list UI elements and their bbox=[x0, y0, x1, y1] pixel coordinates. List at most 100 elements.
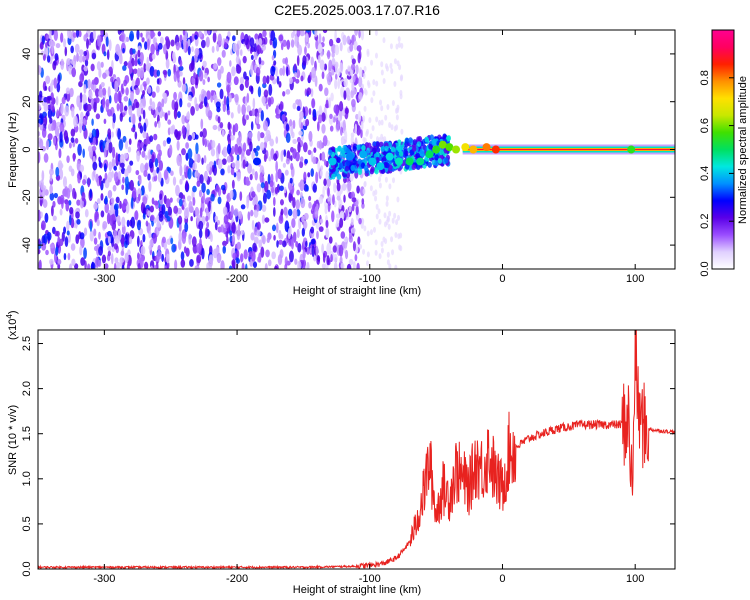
spectrogram-cell bbox=[95, 256, 100, 269]
spectrogram-cell bbox=[146, 56, 149, 68]
spectrogram-cell bbox=[283, 186, 287, 194]
spectrogram-cell bbox=[38, 259, 42, 269]
spectrogram-cell bbox=[324, 159, 327, 166]
spectrogram-cell bbox=[348, 205, 352, 213]
spectrogram-cell bbox=[151, 154, 155, 163]
spectrogram-cell bbox=[296, 228, 300, 239]
spectrogram-cell bbox=[84, 208, 89, 218]
spectrogram-cell bbox=[328, 97, 332, 109]
spectrogram-blob bbox=[432, 145, 441, 154]
spectrogram-cell bbox=[210, 148, 216, 157]
spectrogram-cell bbox=[374, 249, 378, 256]
spectrogram-cell bbox=[205, 197, 211, 203]
spectrogram-cell bbox=[271, 224, 277, 232]
spectrogram-cell bbox=[83, 34, 87, 42]
spectrogram-cell bbox=[363, 225, 367, 232]
spectrogram-cell bbox=[317, 255, 321, 262]
spectrogram-cell bbox=[415, 152, 421, 159]
spectrogram-cell bbox=[339, 126, 343, 136]
spectrogram-cell bbox=[275, 136, 279, 144]
spectrogram-cell bbox=[348, 226, 352, 234]
spectrogram-cell bbox=[195, 142, 199, 155]
spectrogram-cell bbox=[92, 168, 96, 178]
y-tick-label: 1.0 bbox=[21, 471, 33, 486]
spectrogram-cell bbox=[49, 243, 55, 249]
spectrogram-cell bbox=[238, 131, 242, 143]
spectrogram-cell bbox=[220, 184, 226, 191]
spectrogram-cell bbox=[283, 206, 288, 216]
spectrogram-cell bbox=[395, 219, 399, 226]
spectrogram-cell bbox=[346, 263, 352, 269]
spectrogram-cell bbox=[291, 218, 296, 229]
spectrogram-cell bbox=[162, 140, 167, 147]
spectrogram-cell bbox=[284, 220, 290, 233]
spectrogram-cell bbox=[173, 72, 177, 83]
spectrogram-cell bbox=[205, 36, 210, 48]
spectrogram-cell bbox=[179, 98, 183, 108]
spectrogram-cell bbox=[229, 60, 232, 67]
spectrogram-cell bbox=[261, 44, 267, 51]
spectrogram-cell bbox=[331, 173, 336, 180]
spectrogram-cell bbox=[70, 59, 74, 65]
spectrogram-cell bbox=[178, 198, 183, 207]
snr-x-axis-label: Height of straight line (km) bbox=[293, 584, 421, 596]
spectrogram-cell bbox=[355, 199, 359, 208]
spectrogram-cell bbox=[256, 203, 260, 212]
spectrogram-cell bbox=[78, 49, 84, 56]
spectrogram-cell bbox=[347, 180, 352, 192]
spectrogram-cell bbox=[375, 116, 379, 123]
spectrogram-cell bbox=[363, 65, 367, 72]
spectrogram-carrier-line bbox=[462, 148, 675, 151]
spectrogram-cell bbox=[367, 142, 372, 149]
spectrogram-cell bbox=[322, 252, 326, 264]
spectrogram-cell bbox=[332, 194, 335, 206]
spectrogram-cell bbox=[279, 199, 284, 206]
spectrogram-cell bbox=[175, 184, 180, 197]
spectrogram-blob bbox=[252, 157, 261, 166]
spectrogram-cell bbox=[296, 55, 300, 66]
spectrogram-cell bbox=[107, 250, 111, 257]
spectrogram-cell bbox=[192, 196, 196, 206]
spectrogram-blob bbox=[445, 143, 454, 152]
spectrogram-cell bbox=[237, 104, 241, 114]
spectrogram-cell bbox=[147, 173, 151, 181]
spectrogram-cell bbox=[124, 175, 129, 188]
spectrogram-cell bbox=[362, 188, 366, 195]
spectrogram-cell bbox=[431, 139, 437, 146]
spectrogram-cell bbox=[260, 246, 265, 258]
spectrogram-cell bbox=[122, 65, 127, 71]
spectrogram-cell bbox=[383, 136, 387, 143]
spectrogram-cell bbox=[105, 36, 109, 47]
spectrogram-cell bbox=[350, 217, 354, 226]
spectrogram-cell bbox=[196, 243, 201, 254]
spectrogram-cell bbox=[236, 171, 241, 182]
spectrogram-cell bbox=[343, 237, 348, 243]
y-tick-label: 1.5 bbox=[21, 426, 33, 441]
spectrogram-cell bbox=[181, 114, 186, 125]
spectrogram-cell bbox=[285, 123, 290, 132]
spectrogram-cell bbox=[130, 196, 134, 209]
spectrogram-cell bbox=[169, 144, 173, 156]
spectrogram-cell bbox=[369, 133, 373, 140]
spectrogram-cell bbox=[44, 46, 49, 57]
spectrogram-cell bbox=[255, 237, 258, 245]
spectrogram-cell bbox=[123, 152, 129, 160]
spectrogram-cell bbox=[122, 135, 127, 143]
spectrogram-cell bbox=[274, 186, 279, 195]
spectrogram-cell bbox=[174, 101, 179, 112]
spectrogram-cell bbox=[54, 53, 59, 61]
spectrogram-cell bbox=[68, 142, 72, 149]
spectrogram-cell bbox=[172, 176, 177, 186]
spectrogram-cell bbox=[198, 103, 204, 109]
spectrogram-cell bbox=[87, 78, 91, 89]
spectrogram-cell bbox=[317, 43, 323, 54]
spectrogram-cell bbox=[57, 258, 62, 265]
spectrogram-cell bbox=[293, 72, 298, 78]
spectrogram-cell bbox=[113, 262, 117, 269]
spectrogram-cell bbox=[179, 164, 183, 177]
spectrogram-cell bbox=[214, 215, 219, 221]
spectrogram-cell bbox=[83, 247, 87, 260]
spectrogram-cell bbox=[244, 79, 249, 89]
spectrogram-cell bbox=[243, 249, 248, 260]
spectrogram-cell bbox=[60, 32, 64, 43]
